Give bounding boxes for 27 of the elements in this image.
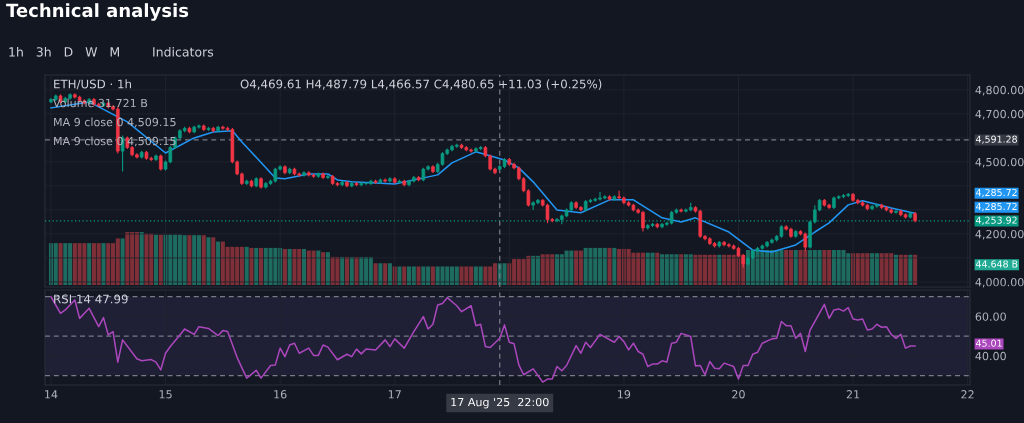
y-tick-label: 4,500.00 xyxy=(975,157,1024,168)
chart-subtitle: 1h 3h D W M Indicators xyxy=(9,46,214,57)
text: 4,285.72 xyxy=(976,188,1017,197)
y-tick-label: 4,800.00 xyxy=(975,85,1024,96)
chart-title: Technical analysis xyxy=(6,3,189,21)
x-tick-label: 14 xyxy=(45,390,58,399)
x-tick-label: 19 xyxy=(618,390,631,399)
y-tick-label: 4,000.00 xyxy=(975,277,1024,288)
x-tick-label: 21 xyxy=(846,390,860,399)
ref-line-label: 4,253.92 xyxy=(976,216,1017,225)
annotation: O4,469.61 H4,487.79 L4,466.57 C4,480.65 +11.03 (+0.25%) xyxy=(240,79,602,90)
ref-line-label: 17 Aug '25 22:00 xyxy=(451,397,549,409)
text: 4,285.72 xyxy=(976,202,1017,211)
y-tick-label: 4,700.00 xyxy=(975,109,1024,120)
text: 45.01 xyxy=(976,339,1002,347)
annotation: RSI 14 47.99 xyxy=(54,294,128,304)
x-tick-label: 20 xyxy=(732,390,745,399)
x-tick-label: 15 xyxy=(159,390,172,399)
y-tick-label: 60.00 xyxy=(975,312,1006,321)
x-tick-label: 17 xyxy=(388,390,401,399)
x-tick-label: 22 xyxy=(961,390,974,399)
text: 44.648 B xyxy=(976,260,1018,268)
y-tick-label: 4,200.00 xyxy=(975,229,1024,240)
y-tick-label: 40.00 xyxy=(975,351,1006,361)
x-tick-label: 16 xyxy=(274,390,287,399)
ref-line-label: 4,591.28 xyxy=(976,135,1017,144)
annotation: ETH/USD · 1h xyxy=(54,79,131,90)
